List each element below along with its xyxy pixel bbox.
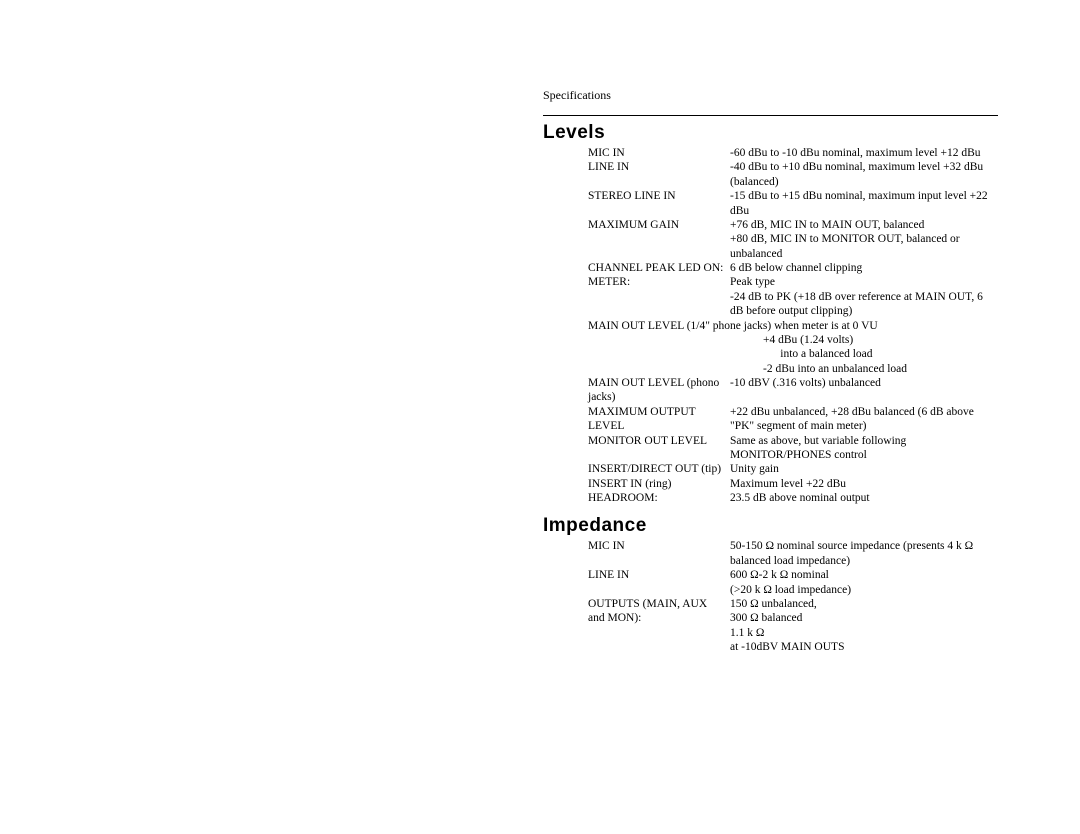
spec-value: +80 dB, MIC IN to MONITOR OUT, balanced … [730, 232, 998, 261]
spec-label: MAXIMUM OUTPUT LEVEL [543, 405, 730, 434]
spec-value: Same as above, but variable following MO… [730, 434, 998, 463]
levels-title: Levels [543, 122, 998, 144]
spec-row: CHANNEL PEAK LED ON: 6 dB below channel … [543, 261, 998, 275]
spec-value: -10 dBV (.316 volts) unbalanced [730, 376, 998, 390]
spec-value: -24 dB to PK (+18 dB over reference at M… [730, 290, 998, 319]
spec-row: LINE IN 600 Ω-2 k Ω nominal [543, 568, 998, 582]
page-header-label: Specifications [543, 88, 998, 103]
spec-value: 600 Ω-2 k Ω nominal [730, 568, 998, 582]
spec-row: INSERT/DIRECT OUT (tip) Unity gain [543, 462, 998, 476]
spec-row: MONITOR OUT LEVEL Same as above, but var… [543, 434, 998, 463]
impedance-title: Impedance [543, 515, 998, 537]
spec-label: LINE IN [543, 160, 730, 174]
spec-label: LINE IN [543, 568, 730, 582]
spec-indent-line: -2 dBu into an unbalanced load [543, 362, 998, 376]
spec-row: LINE IN -40 dBu to +10 dBu nominal, maxi… [543, 160, 998, 189]
spec-value: 6 dB below channel clipping [730, 261, 998, 275]
spec-value: 50-150 Ω nominal source impedance (prese… [730, 539, 998, 568]
spec-row: MAIN OUT LEVEL (phono jacks) -10 dBV (.3… [543, 376, 998, 405]
spec-value: 150 Ω unbalanced, 300 Ω balanced 1.1 k Ω… [730, 597, 998, 655]
spec-label: MIC IN [543, 539, 730, 553]
spec-indent-line: into a balanced load [543, 347, 998, 361]
spec-row: HEADROOM: 23.5 dB above nominal output [543, 491, 998, 505]
spec-row: MIC IN 50-150 Ω nominal source impedance… [543, 539, 998, 568]
spec-row: MIC IN -60 dBu to -10 dBu nominal, maxim… [543, 146, 998, 160]
spec-label: METER: [543, 275, 730, 289]
spec-row: OUTPUTS (MAIN, AUX and MON): 150 Ω unbal… [543, 597, 998, 655]
spec-row: METER: Peak type [543, 275, 998, 289]
spec-label: HEADROOM: [543, 491, 730, 505]
spec-value: -60 dBu to -10 dBu nominal, maximum leve… [730, 146, 998, 160]
spec-value: Peak type [730, 275, 998, 289]
specifications-page: Specifications Levels MIC IN -60 dBu to … [543, 88, 998, 654]
spec-label: MONITOR OUT LEVEL [543, 434, 730, 448]
spec-label: CHANNEL PEAK LED ON: [543, 261, 730, 275]
spec-value: -15 dBu to +15 dBu nominal, maximum inpu… [730, 189, 998, 218]
spec-value: 23.5 dB above nominal output [730, 491, 998, 505]
spec-label: OUTPUTS (MAIN, AUX and MON): [543, 597, 730, 626]
spec-label: MIC IN [543, 146, 730, 160]
spec-value: Unity gain [730, 462, 998, 476]
spec-row: MAXIMUM OUTPUT LEVEL +22 dBu unbalanced,… [543, 405, 998, 434]
spec-value: +22 dBu unbalanced, +28 dBu balanced (6 … [730, 405, 998, 434]
spec-label: MAXIMUM GAIN [543, 218, 730, 232]
header-rule [543, 115, 998, 116]
spec-row: (>20 k Ω load impedance) [543, 583, 998, 597]
spec-row: INSERT IN (ring) Maximum level +22 dBu [543, 477, 998, 491]
spec-row: STEREO LINE IN -15 dBu to +15 dBu nomina… [543, 189, 998, 218]
levels-table: MIC IN -60 dBu to -10 dBu nominal, maxim… [543, 146, 998, 505]
spec-value: -40 dBu to +10 dBu nominal, maximum leve… [730, 160, 998, 189]
spec-label: STEREO LINE IN [543, 189, 730, 203]
spec-indent-line: +4 dBu (1.24 volts) [543, 333, 998, 347]
spec-full-line: MAIN OUT LEVEL (1/4" phone jacks) when m… [543, 319, 998, 333]
spec-value: (>20 k Ω load impedance) [730, 583, 998, 597]
spec-value: +76 dB, MIC IN to MAIN OUT, balanced [730, 218, 998, 232]
spec-row: +80 dB, MIC IN to MONITOR OUT, balanced … [543, 232, 998, 261]
spec-label: INSERT IN (ring) [543, 477, 730, 491]
spec-label: MAIN OUT LEVEL (phono jacks) [543, 376, 730, 405]
spec-row: -24 dB to PK (+18 dB over reference at M… [543, 290, 998, 319]
impedance-table: MIC IN 50-150 Ω nominal source impedance… [543, 539, 998, 654]
spec-row: MAXIMUM GAIN +76 dB, MIC IN to MAIN OUT,… [543, 218, 998, 232]
spec-value: Maximum level +22 dBu [730, 477, 998, 491]
spec-label: INSERT/DIRECT OUT (tip) [543, 462, 730, 476]
